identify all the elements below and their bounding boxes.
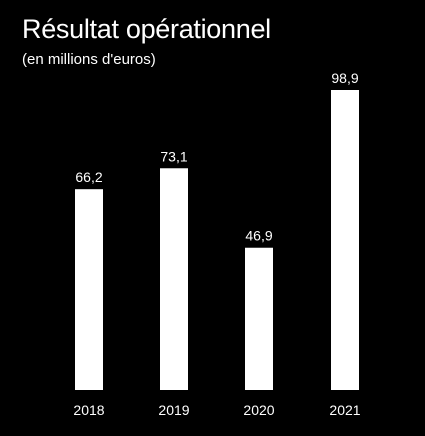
chart-title: Résultat opérationnel [22, 14, 271, 44]
tick-label-2021: 2021 [329, 402, 360, 418]
bar-2018 [75, 189, 103, 390]
tick-label-2019: 2019 [158, 402, 189, 418]
bar-2021 [331, 90, 359, 390]
bar-2020 [245, 247, 273, 390]
bar-2019 [160, 168, 188, 390]
x-axis-tick-labels: 2018 2019 2020 2021 [73, 402, 360, 418]
tick-label-2018: 2018 [73, 402, 104, 418]
bars-layer [75, 90, 359, 390]
value-labels-layer: 66,2 73,1 46,9 98,9 [75, 70, 358, 244]
value-label-2018: 66,2 [75, 169, 102, 185]
value-label-2019: 73,1 [160, 148, 187, 164]
chart-subtitle: (en millions d'euros) [22, 51, 156, 68]
tick-label-2020: 2020 [243, 402, 274, 418]
value-label-2021: 98,9 [331, 70, 358, 86]
value-label-2020: 46,9 [245, 228, 272, 244]
